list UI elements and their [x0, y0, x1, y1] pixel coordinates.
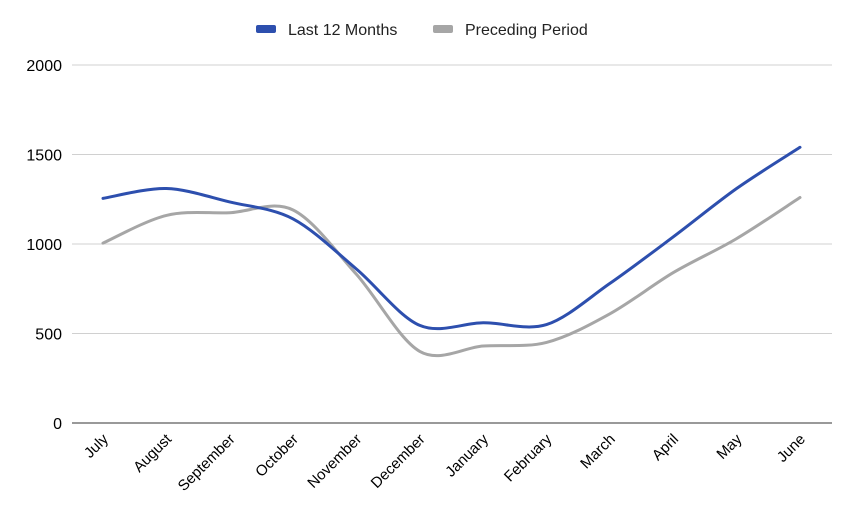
y-tick-label: 2000: [26, 58, 62, 75]
y-tick-label: 1000: [26, 237, 62, 254]
y-axis-ticks: 0 500 1000 1500 2000: [26, 58, 62, 433]
y-tick-label: 1500: [26, 148, 62, 165]
series-lines: [101, 145, 802, 358]
x-tick-label: August: [130, 430, 176, 476]
x-tick-label: June: [774, 431, 809, 466]
y-tick-label: 500: [35, 327, 62, 344]
x-tick-label: May: [713, 430, 745, 462]
y-tick-label: 0: [53, 416, 62, 433]
x-tick-label: July: [81, 430, 112, 461]
x-tick-label: October: [252, 431, 302, 481]
legend: Last 12 Months Preceding Period: [256, 22, 588, 39]
x-tick-label: November: [304, 431, 365, 492]
legend-swatch-1: [433, 25, 453, 33]
x-tick-label: April: [649, 431, 682, 464]
x-tick-label: March: [577, 431, 618, 472]
series-line-0: [101, 145, 802, 331]
legend-label-1: Preceding Period: [465, 22, 588, 39]
x-tick-label: December: [368, 431, 429, 492]
x-axis-ticks: July August September October November Decemb…: [81, 430, 809, 494]
x-tick-label: January: [442, 430, 492, 480]
x-tick-label: February: [501, 430, 556, 485]
x-tick-label: September: [175, 431, 239, 495]
legend-label-0: Last 12 Months: [288, 22, 397, 39]
series-line-1: [101, 196, 802, 358]
legend-swatch-0: [256, 25, 276, 33]
gridlines: [72, 64, 832, 424]
